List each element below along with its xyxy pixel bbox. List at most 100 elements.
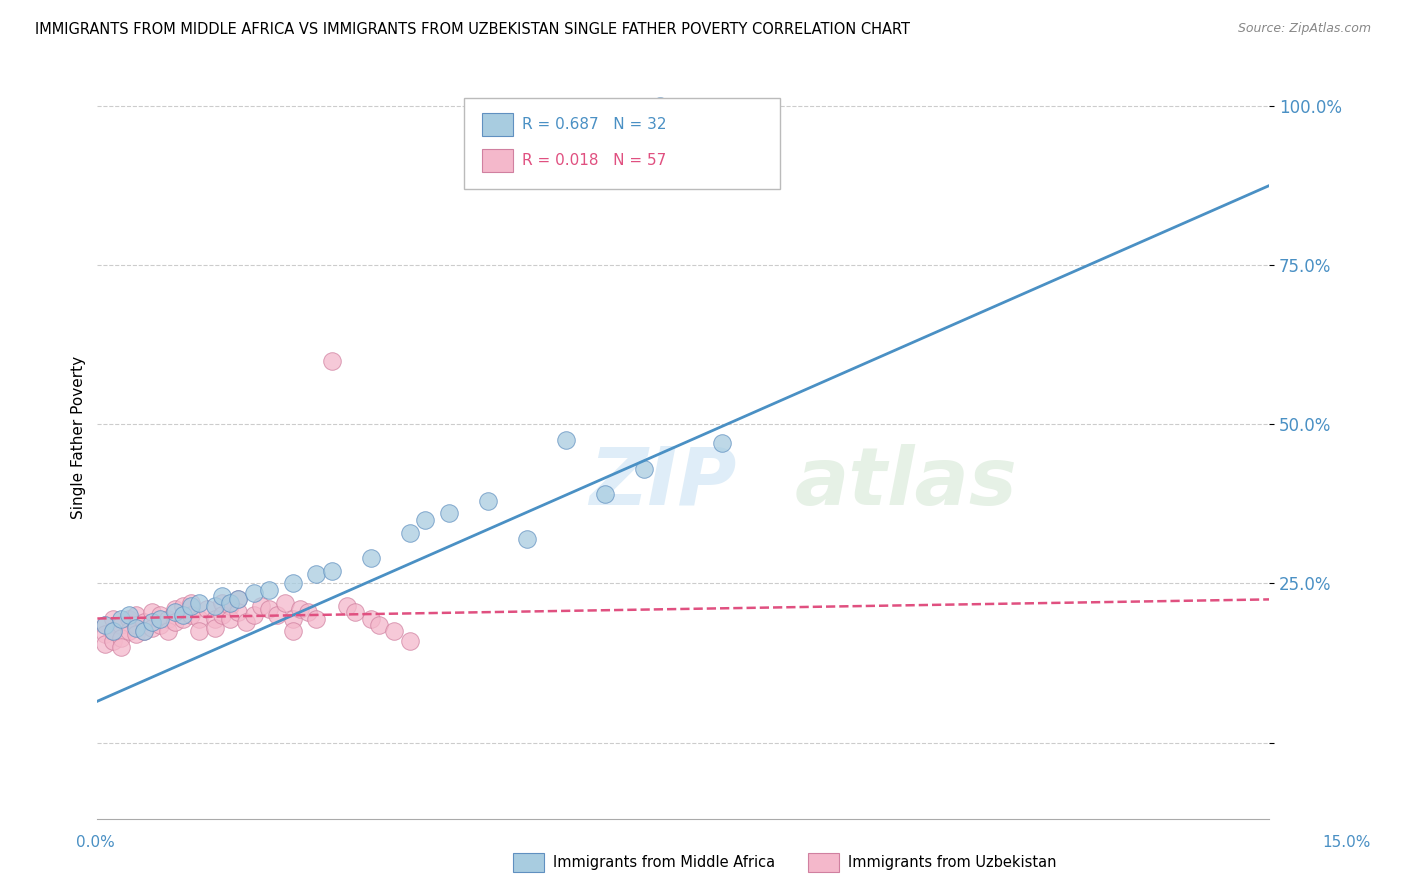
Point: [101, 624, 124, 639]
Point: [477, 493, 499, 508]
Point: [110, 618, 132, 632]
Point: [94, 618, 117, 632]
Point: [336, 599, 359, 613]
Point: [219, 599, 242, 613]
Point: [437, 507, 460, 521]
Point: [290, 602, 312, 616]
Point: [219, 596, 242, 610]
Text: Source: ZipAtlas.com: Source: ZipAtlas.com: [1237, 22, 1371, 36]
Point: [226, 592, 249, 607]
Point: [360, 551, 382, 566]
Point: [141, 615, 163, 629]
Point: [110, 640, 132, 655]
Point: [94, 618, 117, 632]
Point: [117, 611, 139, 625]
Point: [211, 608, 233, 623]
Point: [101, 633, 124, 648]
Point: [165, 615, 187, 629]
Point: [156, 624, 179, 639]
Point: [321, 564, 343, 578]
Point: [165, 605, 187, 619]
Point: [226, 605, 249, 619]
Point: [165, 602, 187, 616]
Point: [555, 434, 578, 448]
Text: 0.0%: 0.0%: [76, 836, 115, 850]
Point: [195, 602, 218, 616]
Point: [648, 99, 671, 113]
Point: [235, 615, 257, 629]
Text: IMMIGRANTS FROM MIDDLE AFRICA VS IMMIGRANTS FROM UZBEKISTAN SINGLE FATHER POVERT: IMMIGRANTS FROM MIDDLE AFRICA VS IMMIGRA…: [35, 22, 910, 37]
Text: R = 0.018   N = 57: R = 0.018 N = 57: [522, 153, 666, 168]
Point: [141, 605, 163, 619]
Point: [110, 631, 132, 645]
Point: [281, 611, 304, 625]
Point: [117, 608, 139, 623]
Text: R = 0.687   N = 32: R = 0.687 N = 32: [522, 118, 666, 132]
Point: [172, 599, 194, 613]
Point: [149, 608, 172, 623]
Text: Immigrants from Middle Africa: Immigrants from Middle Africa: [553, 855, 775, 870]
Point: [134, 615, 156, 629]
Point: [101, 624, 124, 639]
Point: [134, 624, 156, 639]
Point: [180, 599, 202, 613]
Point: [297, 605, 319, 619]
Point: [110, 611, 132, 625]
Point: [149, 611, 172, 625]
Point: [180, 596, 202, 610]
Point: [94, 627, 117, 641]
Point: [516, 532, 538, 546]
Point: [156, 611, 179, 625]
Point: [94, 637, 117, 651]
Point: [211, 596, 233, 610]
Point: [257, 582, 280, 597]
Point: [305, 566, 328, 581]
Point: [204, 611, 226, 625]
Point: [415, 513, 437, 527]
Point: [204, 599, 226, 613]
Point: [172, 611, 194, 625]
Point: [226, 592, 249, 607]
Point: [281, 576, 304, 591]
Point: [257, 602, 280, 616]
Point: [281, 624, 304, 639]
Point: [187, 596, 209, 610]
Point: [134, 624, 156, 639]
Point: [593, 487, 616, 501]
Point: [125, 621, 148, 635]
Point: [172, 608, 194, 623]
Point: [180, 608, 202, 623]
Point: [141, 621, 163, 635]
Point: [242, 586, 264, 600]
Point: [382, 624, 405, 639]
Point: [398, 633, 420, 648]
Point: [321, 353, 343, 368]
Point: [125, 608, 148, 623]
Point: [187, 611, 209, 625]
Point: [711, 436, 734, 450]
Point: [250, 599, 273, 613]
Point: [633, 462, 655, 476]
Point: [344, 605, 367, 619]
Point: [274, 596, 297, 610]
Point: [305, 611, 328, 625]
Point: [266, 608, 288, 623]
Point: [117, 624, 139, 639]
Text: Immigrants from Uzbekistan: Immigrants from Uzbekistan: [848, 855, 1056, 870]
Point: [242, 608, 264, 623]
Point: [211, 589, 233, 603]
Point: [187, 624, 209, 639]
Text: atlas: atlas: [794, 444, 1018, 522]
Point: [360, 611, 382, 625]
Point: [149, 618, 172, 632]
Point: [367, 618, 389, 632]
Point: [219, 611, 242, 625]
Text: ZIP: ZIP: [589, 444, 737, 522]
Point: [398, 525, 420, 540]
Text: 15.0%: 15.0%: [1323, 836, 1371, 850]
Point: [125, 618, 148, 632]
Y-axis label: Single Father Poverty: Single Father Poverty: [72, 356, 86, 518]
Point: [125, 627, 148, 641]
Point: [204, 621, 226, 635]
Point: [101, 611, 124, 625]
